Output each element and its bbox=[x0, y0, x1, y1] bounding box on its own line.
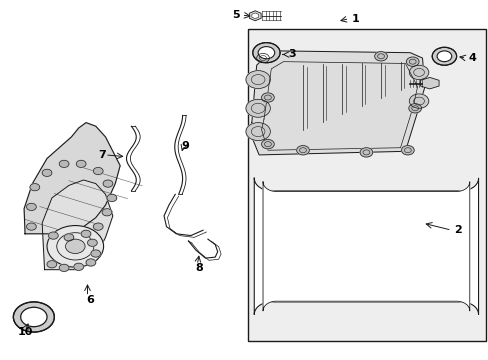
Text: 2: 2 bbox=[453, 225, 461, 235]
Polygon shape bbox=[249, 11, 261, 21]
Polygon shape bbox=[42, 180, 113, 270]
Circle shape bbox=[103, 180, 113, 187]
Circle shape bbox=[42, 169, 52, 176]
Text: 4: 4 bbox=[468, 53, 476, 63]
Text: 9: 9 bbox=[181, 141, 188, 151]
Circle shape bbox=[401, 145, 413, 155]
Circle shape bbox=[26, 203, 36, 211]
Circle shape bbox=[261, 139, 274, 149]
Polygon shape bbox=[20, 307, 47, 327]
Circle shape bbox=[107, 194, 117, 202]
Bar bbox=[248, 30, 485, 341]
Circle shape bbox=[374, 51, 386, 61]
Polygon shape bbox=[258, 46, 274, 59]
Circle shape bbox=[64, 234, 74, 241]
Circle shape bbox=[256, 53, 269, 63]
Circle shape bbox=[296, 145, 309, 155]
Circle shape bbox=[245, 99, 270, 117]
Circle shape bbox=[261, 93, 274, 102]
Circle shape bbox=[406, 57, 418, 66]
Circle shape bbox=[86, 259, 96, 266]
Circle shape bbox=[359, 148, 372, 157]
Polygon shape bbox=[24, 123, 120, 234]
Circle shape bbox=[87, 239, 97, 246]
Circle shape bbox=[408, 104, 421, 113]
Text: 8: 8 bbox=[195, 263, 203, 273]
Text: 10: 10 bbox=[18, 327, 33, 337]
Text: 1: 1 bbox=[351, 14, 359, 24]
Circle shape bbox=[48, 232, 58, 239]
Polygon shape bbox=[431, 47, 456, 65]
Circle shape bbox=[408, 65, 428, 80]
Circle shape bbox=[91, 250, 101, 257]
Circle shape bbox=[30, 184, 40, 191]
Circle shape bbox=[76, 160, 86, 167]
Text: 7: 7 bbox=[98, 150, 106, 160]
Text: 6: 6 bbox=[86, 295, 94, 305]
Circle shape bbox=[408, 94, 428, 108]
Circle shape bbox=[59, 160, 69, 167]
Polygon shape bbox=[252, 42, 280, 63]
Circle shape bbox=[65, 239, 85, 253]
Circle shape bbox=[74, 263, 83, 270]
Circle shape bbox=[102, 209, 112, 216]
Text: 3: 3 bbox=[288, 49, 295, 59]
Circle shape bbox=[59, 264, 69, 271]
Polygon shape bbox=[263, 182, 469, 311]
Circle shape bbox=[47, 226, 103, 267]
Text: 5: 5 bbox=[231, 10, 239, 20]
Polygon shape bbox=[13, 302, 54, 332]
Circle shape bbox=[93, 223, 103, 230]
Polygon shape bbox=[436, 51, 451, 62]
Circle shape bbox=[245, 123, 270, 140]
Circle shape bbox=[245, 71, 270, 89]
Polygon shape bbox=[420, 77, 438, 89]
Circle shape bbox=[26, 223, 36, 230]
Polygon shape bbox=[251, 51, 424, 155]
Circle shape bbox=[93, 167, 103, 175]
Polygon shape bbox=[251, 13, 258, 19]
Circle shape bbox=[47, 261, 57, 268]
Circle shape bbox=[81, 230, 91, 237]
Polygon shape bbox=[254, 178, 478, 315]
